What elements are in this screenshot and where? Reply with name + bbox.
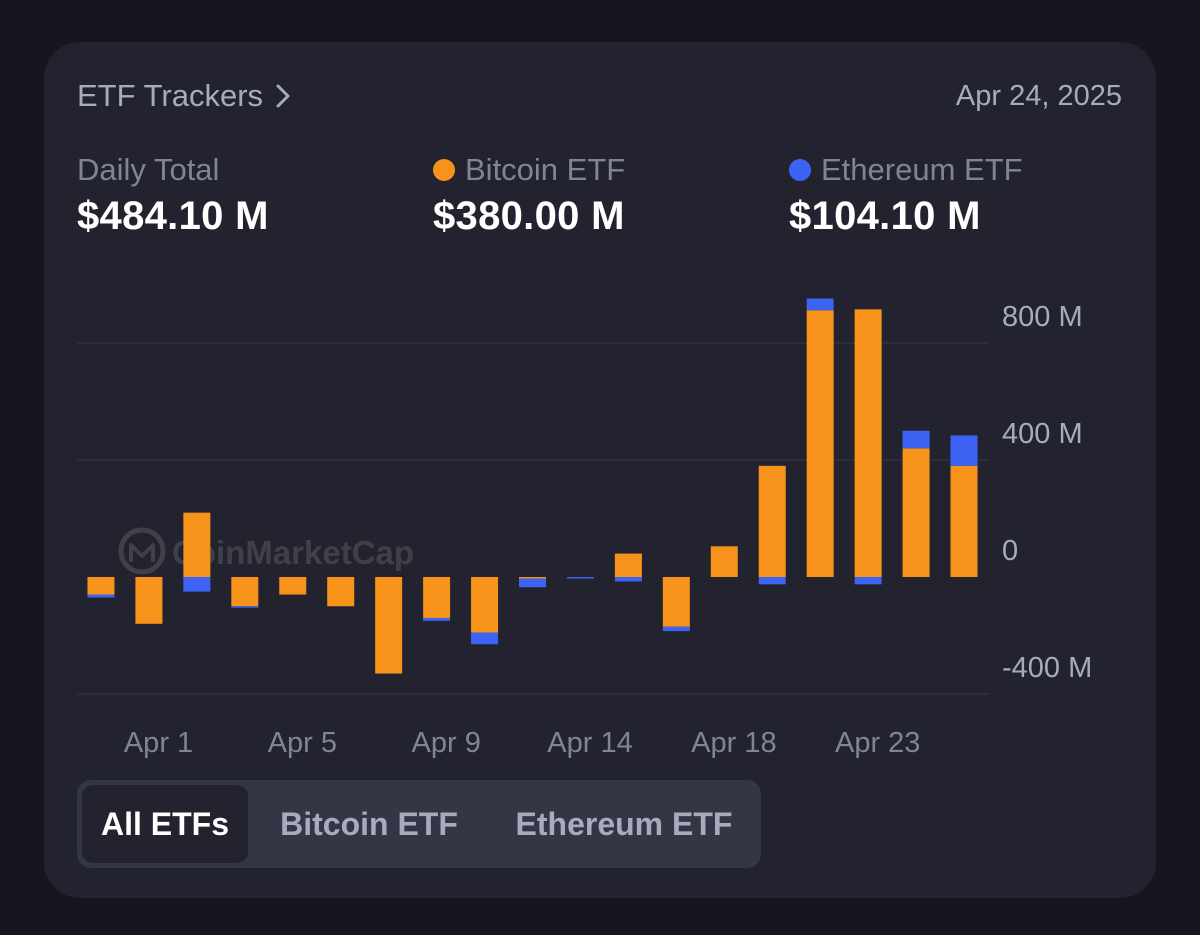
ethereum-bar[interactable] (566, 577, 594, 579)
tab-bitcoin-etf[interactable]: Bitcoin ETF (280, 805, 458, 842)
ethereum-bar[interactable] (183, 577, 211, 592)
y-tick-label: 0 (1002, 535, 1018, 567)
stat-value: $104.10 M (789, 194, 981, 238)
bitcoin-bar[interactable] (662, 577, 690, 627)
coinmarketcap-watermark: CoinMarketCap (118, 527, 414, 575)
x-tick-label: Apr 5 (268, 727, 337, 759)
ethereum-bar[interactable] (614, 577, 642, 582)
tab-all-etfs[interactable]: All ETFs (82, 785, 248, 863)
stat-daily-total: Daily Total $484.10 M (77, 152, 269, 239)
x-tick-label: Apr 18 (691, 727, 776, 759)
watermark-text: CoinMarketCap (172, 534, 414, 571)
ethereum-bar[interactable] (902, 430, 930, 449)
stat-label: Daily Total (77, 152, 220, 187)
bitcoin-bar[interactable] (950, 465, 978, 577)
stat-ethereum-etf: Ethereum ETF $104.10 M (789, 152, 1023, 239)
bitcoin-bar[interactable] (902, 448, 930, 577)
bitcoin-bar[interactable] (375, 577, 403, 674)
ethereum-bar[interactable] (471, 632, 499, 645)
bitcoin-bar[interactable] (710, 546, 738, 577)
ethereum-bar[interactable] (87, 594, 115, 598)
ethereum-legend-dot (789, 159, 811, 181)
tab-ethereum-etf[interactable]: Ethereum ETF (515, 805, 733, 842)
bitcoin-bar[interactable] (423, 577, 451, 618)
bitcoin-bar[interactable] (758, 465, 786, 577)
chart-bars (87, 298, 978, 674)
bitcoin-bar[interactable] (806, 310, 834, 577)
etf-filter-tabs: All ETFs Bitcoin ETF Ethereum ETF (77, 780, 761, 868)
ethereum-bar[interactable] (231, 606, 259, 608)
x-axis-labels: Apr 1 Apr 5 Apr 9 Apr 14 Apr 18 Apr 23 (124, 727, 921, 759)
stat-label: Ethereum ETF (821, 152, 1023, 187)
ethereum-bar[interactable] (423, 617, 451, 621)
ethereum-bar[interactable] (662, 626, 690, 632)
stat-label: Bitcoin ETF (465, 152, 626, 187)
bitcoin-bar[interactable] (519, 577, 546, 579)
stat-bitcoin-etf: Bitcoin ETF $380.00 M (433, 152, 625, 239)
chart-gridlines (77, 342, 988, 695)
header-title: ETF Trackers (77, 78, 264, 113)
x-tick-label: Apr 9 (412, 727, 481, 759)
ethereum-bar[interactable] (854, 577, 882, 585)
chevron-right-icon (276, 84, 290, 108)
bitcoin-bar[interactable] (231, 577, 259, 607)
etf-trackers-link[interactable]: ETF Trackers (77, 78, 291, 114)
ethereum-bar[interactable] (758, 577, 786, 585)
bitcoin-bar[interactable] (135, 577, 163, 624)
bitcoin-bar[interactable] (854, 309, 882, 577)
bitcoin-bar[interactable] (183, 512, 211, 577)
ethereum-bar[interactable] (519, 578, 546, 588)
etf-tracker-card: ETF Trackers Apr 24, 2025 Daily Total $4… (44, 42, 1156, 898)
y-axis-labels: 800 M 400 M 0 -400 M (1002, 301, 1092, 684)
bitcoin-bar[interactable] (471, 577, 499, 633)
bitcoin-legend-dot (433, 159, 455, 181)
header-date: Apr 24, 2025 (955, 80, 1122, 112)
ethereum-bar[interactable] (950, 435, 978, 466)
bitcoin-bar[interactable] (279, 577, 307, 595)
bitcoin-bar[interactable] (614, 553, 642, 577)
y-tick-label: -400 M (1002, 652, 1092, 684)
x-tick-label: Apr 14 (547, 727, 632, 759)
ethereum-bar[interactable] (806, 298, 834, 311)
bitcoin-bar[interactable] (87, 577, 115, 595)
bitcoin-bar[interactable] (327, 577, 355, 607)
stat-value: $484.10 M (77, 194, 269, 238)
y-tick-label: 400 M (1002, 418, 1083, 450)
x-tick-label: Apr 1 (124, 727, 193, 759)
stat-value: $380.00 M (433, 194, 625, 238)
x-tick-label: Apr 23 (835, 727, 920, 759)
y-tick-label: 800 M (1002, 301, 1083, 333)
